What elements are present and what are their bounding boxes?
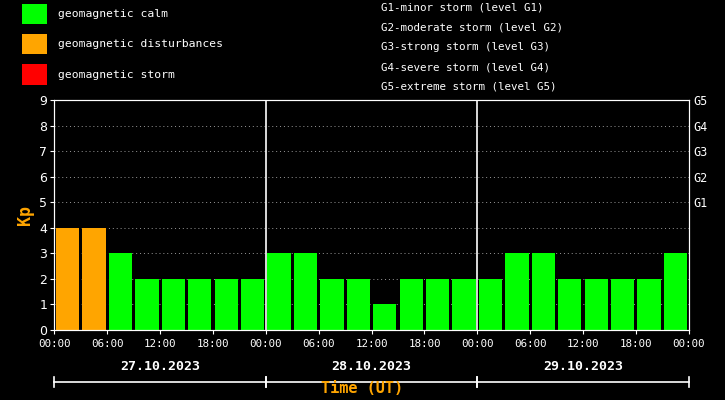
Text: G3-strong storm (level G3): G3-strong storm (level G3) — [381, 42, 550, 52]
Text: G4-severe storm (level G4): G4-severe storm (level G4) — [381, 62, 550, 72]
Text: 29.10.2023: 29.10.2023 — [543, 360, 623, 372]
Bar — [22, 64, 47, 85]
Bar — [188, 279, 212, 330]
Text: G5-extreme storm (level G5): G5-extreme storm (level G5) — [381, 82, 556, 92]
Text: geomagnetic calm: geomagnetic calm — [58, 9, 168, 19]
Bar — [294, 253, 317, 330]
Text: G1-minor storm (level G1): G1-minor storm (level G1) — [381, 3, 543, 13]
Bar — [22, 34, 47, 54]
Bar — [690, 253, 713, 330]
Text: G2-moderate storm (level G2): G2-moderate storm (level G2) — [381, 22, 563, 32]
Bar — [241, 279, 264, 330]
Bar — [611, 279, 634, 330]
Bar — [162, 279, 185, 330]
Bar — [320, 279, 344, 330]
Text: geomagnetic storm: geomagnetic storm — [58, 70, 175, 80]
Text: 27.10.2023: 27.10.2023 — [120, 360, 200, 372]
Bar — [136, 279, 159, 330]
Bar — [637, 279, 660, 330]
Bar — [22, 4, 47, 24]
Bar — [531, 253, 555, 330]
Bar — [83, 228, 106, 330]
Text: Time (UT): Time (UT) — [321, 381, 404, 396]
Bar — [373, 304, 397, 330]
Bar — [664, 253, 687, 330]
Bar — [109, 253, 132, 330]
Bar — [505, 253, 529, 330]
Bar — [584, 279, 608, 330]
Text: geomagnetic disturbances: geomagnetic disturbances — [58, 39, 223, 49]
Bar — [347, 279, 370, 330]
Y-axis label: Kp: Kp — [16, 205, 34, 225]
Bar — [558, 279, 581, 330]
Bar — [426, 279, 450, 330]
Text: 28.10.2023: 28.10.2023 — [331, 360, 412, 372]
Bar — [452, 279, 476, 330]
Bar — [399, 279, 423, 330]
Bar — [268, 253, 291, 330]
Bar — [56, 228, 79, 330]
Bar — [479, 279, 502, 330]
Bar — [215, 279, 238, 330]
